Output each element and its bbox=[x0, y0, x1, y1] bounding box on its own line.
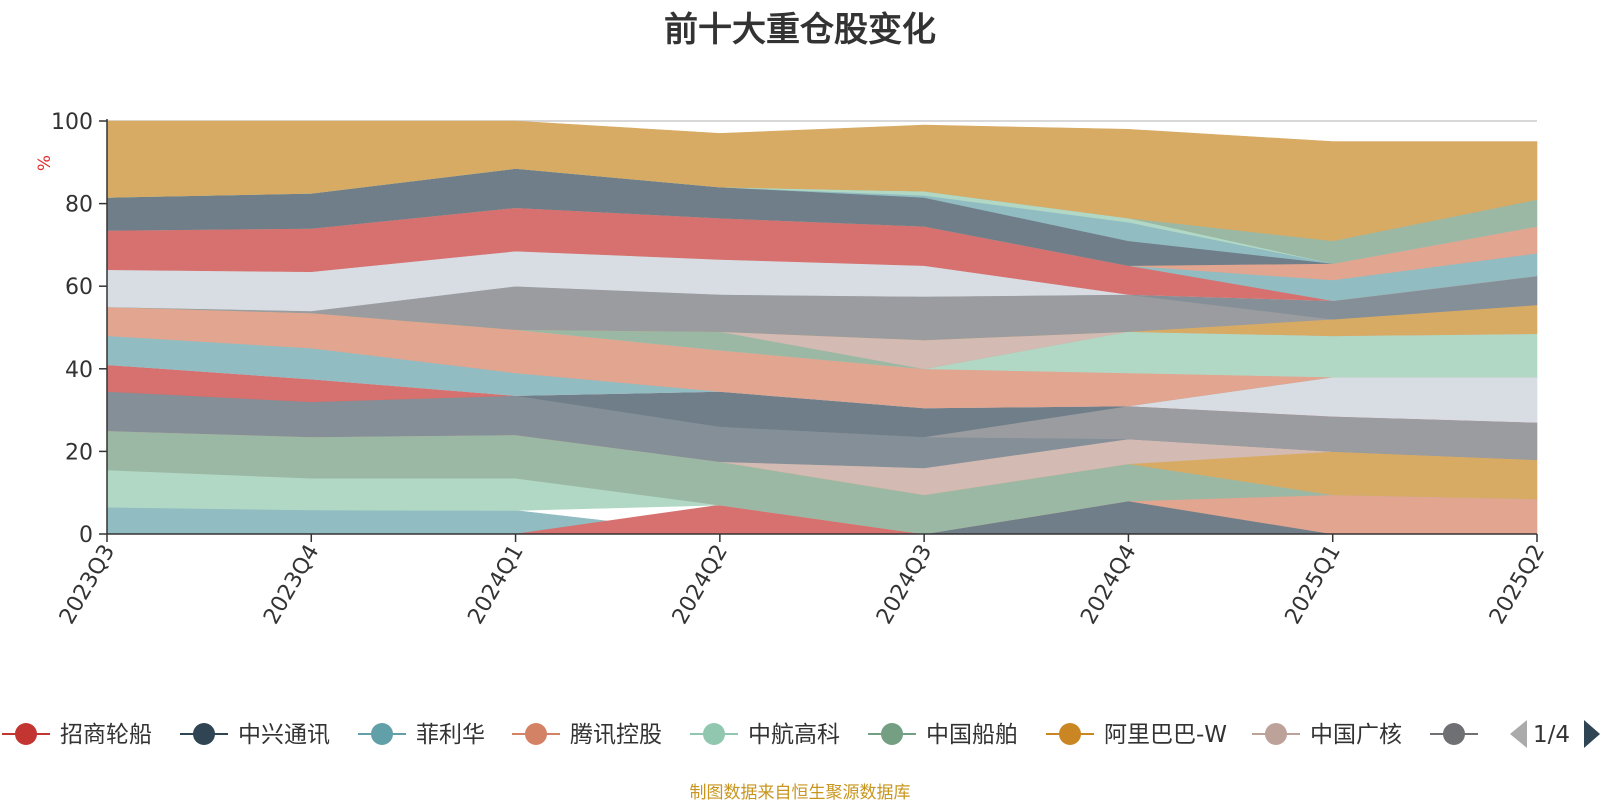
x-tick-label: 2025Q1 bbox=[1281, 541, 1346, 629]
legend-item[interactable]: 招商轮船 bbox=[2, 722, 152, 748]
source-note: 制图数据来自恒生聚源数据库 bbox=[689, 783, 911, 803]
y-tick-label: 20 bbox=[65, 440, 93, 465]
legend[interactable]: 招商轮船 中兴通讯 菲利华 腾讯控股 中航高科 中国船舶 阿里巴巴-W 中国广核 1/4 bbox=[2, 720, 1600, 748]
x-tick-label: 2024Q2 bbox=[668, 541, 733, 629]
legend-marker-icon bbox=[1443, 723, 1465, 745]
area-band bbox=[106, 120, 1538, 242]
legend-label: 中兴通讯 bbox=[238, 722, 330, 748]
y-tick-label: 60 bbox=[65, 275, 93, 300]
legend-marker-icon bbox=[881, 723, 903, 745]
legend-label: 中国船舶 bbox=[926, 722, 1018, 748]
legend-item[interactable]: 中国船舶 bbox=[868, 722, 1018, 748]
legend-label: 菲利华 bbox=[416, 722, 485, 748]
legend-item[interactable]: 中兴通讯 bbox=[180, 722, 330, 748]
legend-label: 招商轮船 bbox=[60, 722, 152, 748]
legend-label: 中国广核 bbox=[1310, 722, 1402, 748]
y-tick-label: 0 bbox=[79, 523, 93, 548]
legend-marker-icon bbox=[703, 723, 725, 745]
legend-label: 阿里巴巴-W bbox=[1104, 722, 1227, 748]
legend-marker-icon bbox=[371, 723, 393, 745]
legend-marker-icon bbox=[1265, 723, 1287, 745]
legend-prev-page-icon[interactable] bbox=[1510, 720, 1527, 748]
legend-page-indicator: 1/4 bbox=[1533, 722, 1570, 748]
legend-item[interactable]: 菲利华 bbox=[358, 722, 485, 748]
x-tick-label: 2025Q2 bbox=[1485, 541, 1550, 629]
legend-marker-icon bbox=[1059, 723, 1081, 745]
legend-item[interactable]: 中国广核 bbox=[1252, 722, 1402, 748]
y-tick-label: 100 bbox=[51, 110, 93, 135]
y-tick-label: 80 bbox=[65, 193, 93, 218]
y-tick-label: 40 bbox=[65, 358, 93, 383]
y-axis-label: % bbox=[35, 155, 55, 171]
x-tick-label: 2024Q3 bbox=[872, 541, 937, 629]
legend-item[interactable]: 腾讯控股 bbox=[512, 722, 662, 748]
x-tick-label: 2024Q4 bbox=[1076, 541, 1141, 629]
legend-item[interactable]: 阿里巴巴-W bbox=[1046, 722, 1227, 748]
legend-next-page-icon[interactable] bbox=[1584, 720, 1600, 748]
legend-item[interactable] bbox=[1430, 723, 1478, 745]
x-tick-label: 2023Q4 bbox=[259, 541, 324, 629]
area-layer bbox=[106, 120, 1538, 535]
legend-label: 腾讯控股 bbox=[570, 722, 662, 748]
legend-item[interactable]: 中航高科 bbox=[690, 722, 840, 748]
x-tick-label: 2024Q1 bbox=[463, 541, 528, 629]
legend-marker-icon bbox=[525, 723, 547, 745]
chart-title: 前十大重仓股变化 bbox=[664, 10, 936, 50]
legend-marker-icon bbox=[15, 723, 37, 745]
legend-label: 中航高科 bbox=[748, 722, 840, 748]
legend-marker-icon bbox=[193, 723, 215, 745]
x-tick-label: 2023Q3 bbox=[55, 541, 120, 629]
